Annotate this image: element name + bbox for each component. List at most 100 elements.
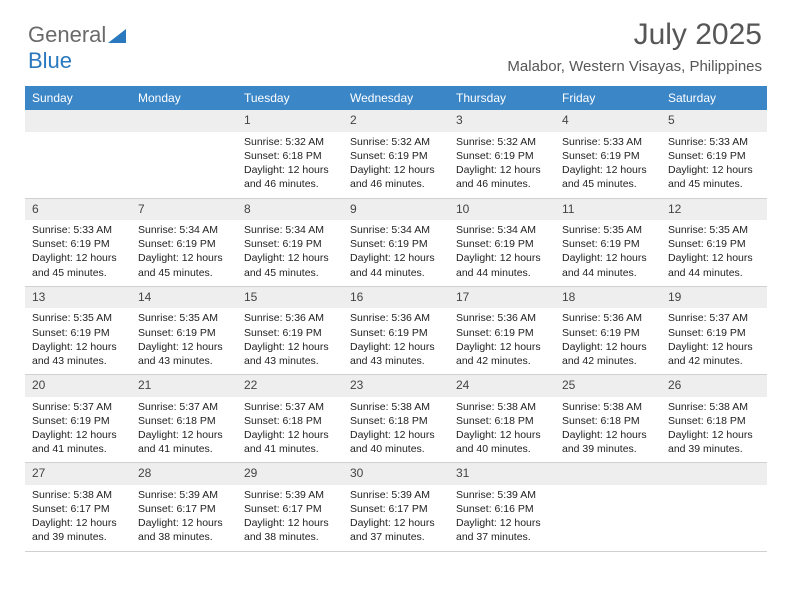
calendar-cell: 25Sunrise: 5:38 AMSunset: 6:18 PMDayligh… [555,375,661,463]
day-number: 30 [343,463,449,485]
calendar-cell: 28Sunrise: 5:39 AMSunset: 6:17 PMDayligh… [131,463,237,551]
calendar-cell: 5Sunrise: 5:33 AMSunset: 6:19 PMDaylight… [661,110,767,198]
day-number: 19 [661,287,767,309]
day-content: Sunrise: 5:38 AMSunset: 6:18 PMDaylight:… [555,397,661,463]
calendar-cell [555,463,661,551]
day-number: 16 [343,287,449,309]
calendar-cell: 27Sunrise: 5:38 AMSunset: 6:17 PMDayligh… [25,463,131,551]
day-content: Sunrise: 5:33 AMSunset: 6:19 PMDaylight:… [555,132,661,198]
weekday-header: Tuesday [237,86,343,110]
calendar-cell: 3Sunrise: 5:32 AMSunset: 6:19 PMDaylight… [449,110,555,198]
calendar-cell: 13Sunrise: 5:35 AMSunset: 6:19 PMDayligh… [25,286,131,374]
calendar-cell: 21Sunrise: 5:37 AMSunset: 6:18 PMDayligh… [131,375,237,463]
weekday-header: Saturday [661,86,767,110]
calendar-cell: 2Sunrise: 5:32 AMSunset: 6:19 PMDaylight… [343,110,449,198]
calendar-cell: 15Sunrise: 5:36 AMSunset: 6:19 PMDayligh… [237,286,343,374]
day-number: 7 [131,199,237,221]
day-content: Sunrise: 5:34 AMSunset: 6:19 PMDaylight:… [449,220,555,286]
day-number: 31 [449,463,555,485]
day-number: 3 [449,110,555,132]
weekday-header: Sunday [25,86,131,110]
day-number: 27 [25,463,131,485]
day-number: 9 [343,199,449,221]
calendar-cell: 31Sunrise: 5:39 AMSunset: 6:16 PMDayligh… [449,463,555,551]
page-title: July 2025 [634,18,762,52]
day-content: Sunrise: 5:36 AMSunset: 6:19 PMDaylight:… [555,308,661,374]
day-content: Sunrise: 5:39 AMSunset: 6:17 PMDaylight:… [131,485,237,551]
weekday-header: Friday [555,86,661,110]
day-content: Sunrise: 5:34 AMSunset: 6:19 PMDaylight:… [131,220,237,286]
day-number: 8 [237,199,343,221]
day-number: 13 [25,287,131,309]
day-content: Sunrise: 5:35 AMSunset: 6:19 PMDaylight:… [131,308,237,374]
day-content: Sunrise: 5:36 AMSunset: 6:19 PMDaylight:… [343,308,449,374]
weekday-header: Wednesday [343,86,449,110]
calendar-cell: 26Sunrise: 5:38 AMSunset: 6:18 PMDayligh… [661,375,767,463]
day-content: Sunrise: 5:33 AMSunset: 6:19 PMDaylight:… [661,132,767,198]
day-number: 15 [237,287,343,309]
calendar-row: 13Sunrise: 5:35 AMSunset: 6:19 PMDayligh… [25,286,767,374]
day-content: Sunrise: 5:32 AMSunset: 6:19 PMDaylight:… [449,132,555,198]
calendar-cell: 23Sunrise: 5:38 AMSunset: 6:18 PMDayligh… [343,375,449,463]
day-content: Sunrise: 5:38 AMSunset: 6:18 PMDaylight:… [343,397,449,463]
calendar-cell: 7Sunrise: 5:34 AMSunset: 6:19 PMDaylight… [131,198,237,286]
calendar-cell: 29Sunrise: 5:39 AMSunset: 6:17 PMDayligh… [237,463,343,551]
day-number: 24 [449,375,555,397]
day-number: 28 [131,463,237,485]
logo-text-1: General [28,22,106,47]
calendar-cell [661,463,767,551]
day-number: 4 [555,110,661,132]
calendar-table: Sunday Monday Tuesday Wednesday Thursday… [25,86,767,552]
day-number: 1 [237,110,343,132]
day-content: Sunrise: 5:38 AMSunset: 6:18 PMDaylight:… [661,397,767,463]
calendar-cell: 17Sunrise: 5:36 AMSunset: 6:19 PMDayligh… [449,286,555,374]
day-number: 17 [449,287,555,309]
calendar-cell: 14Sunrise: 5:35 AMSunset: 6:19 PMDayligh… [131,286,237,374]
calendar-cell: 18Sunrise: 5:36 AMSunset: 6:19 PMDayligh… [555,286,661,374]
calendar-row: 1Sunrise: 5:32 AMSunset: 6:18 PMDaylight… [25,110,767,198]
day-content: Sunrise: 5:39 AMSunset: 6:17 PMDaylight:… [343,485,449,551]
day-content: Sunrise: 5:34 AMSunset: 6:19 PMDaylight:… [237,220,343,286]
day-number: 26 [661,375,767,397]
weekday-header: Thursday [449,86,555,110]
calendar-cell: 6Sunrise: 5:33 AMSunset: 6:19 PMDaylight… [25,198,131,286]
day-number: 10 [449,199,555,221]
calendar-cell: 11Sunrise: 5:35 AMSunset: 6:19 PMDayligh… [555,198,661,286]
day-number: 18 [555,287,661,309]
calendar-cell: 8Sunrise: 5:34 AMSunset: 6:19 PMDaylight… [237,198,343,286]
logo: General Blue [28,22,126,74]
calendar-cell: 9Sunrise: 5:34 AMSunset: 6:19 PMDaylight… [343,198,449,286]
day-number: 12 [661,199,767,221]
day-content: Sunrise: 5:39 AMSunset: 6:17 PMDaylight:… [237,485,343,551]
day-number: 23 [343,375,449,397]
day-content: Sunrise: 5:37 AMSunset: 6:18 PMDaylight:… [237,397,343,463]
calendar-cell: 22Sunrise: 5:37 AMSunset: 6:18 PMDayligh… [237,375,343,463]
calendar-cell [131,110,237,198]
calendar-cell: 19Sunrise: 5:37 AMSunset: 6:19 PMDayligh… [661,286,767,374]
day-number: 25 [555,375,661,397]
day-content: Sunrise: 5:37 AMSunset: 6:18 PMDaylight:… [131,397,237,463]
calendar-cell: 12Sunrise: 5:35 AMSunset: 6:19 PMDayligh… [661,198,767,286]
day-number: 5 [661,110,767,132]
page-subtitle: Malabor, Western Visayas, Philippines [507,58,762,75]
day-content: Sunrise: 5:38 AMSunset: 6:17 PMDaylight:… [25,485,131,551]
day-content: Sunrise: 5:34 AMSunset: 6:19 PMDaylight:… [343,220,449,286]
day-content: Sunrise: 5:35 AMSunset: 6:19 PMDaylight:… [555,220,661,286]
day-content: Sunrise: 5:32 AMSunset: 6:19 PMDaylight:… [343,132,449,198]
calendar-row: 20Sunrise: 5:37 AMSunset: 6:19 PMDayligh… [25,375,767,463]
logo-text-2: Blue [28,48,72,73]
day-number: 11 [555,199,661,221]
weekday-header-row: Sunday Monday Tuesday Wednesday Thursday… [25,86,767,110]
day-content: Sunrise: 5:32 AMSunset: 6:18 PMDaylight:… [237,132,343,198]
calendar-cell: 30Sunrise: 5:39 AMSunset: 6:17 PMDayligh… [343,463,449,551]
day-content: Sunrise: 5:35 AMSunset: 6:19 PMDaylight:… [25,308,131,374]
day-content: Sunrise: 5:39 AMSunset: 6:16 PMDaylight:… [449,485,555,551]
day-content: Sunrise: 5:35 AMSunset: 6:19 PMDaylight:… [661,220,767,286]
calendar-cell: 4Sunrise: 5:33 AMSunset: 6:19 PMDaylight… [555,110,661,198]
day-content: Sunrise: 5:37 AMSunset: 6:19 PMDaylight:… [25,397,131,463]
day-content: Sunrise: 5:33 AMSunset: 6:19 PMDaylight:… [25,220,131,286]
calendar-cell: 16Sunrise: 5:36 AMSunset: 6:19 PMDayligh… [343,286,449,374]
logo-triangle-icon [108,29,126,43]
calendar-body: 1Sunrise: 5:32 AMSunset: 6:18 PMDaylight… [25,110,767,551]
day-content: Sunrise: 5:38 AMSunset: 6:18 PMDaylight:… [449,397,555,463]
